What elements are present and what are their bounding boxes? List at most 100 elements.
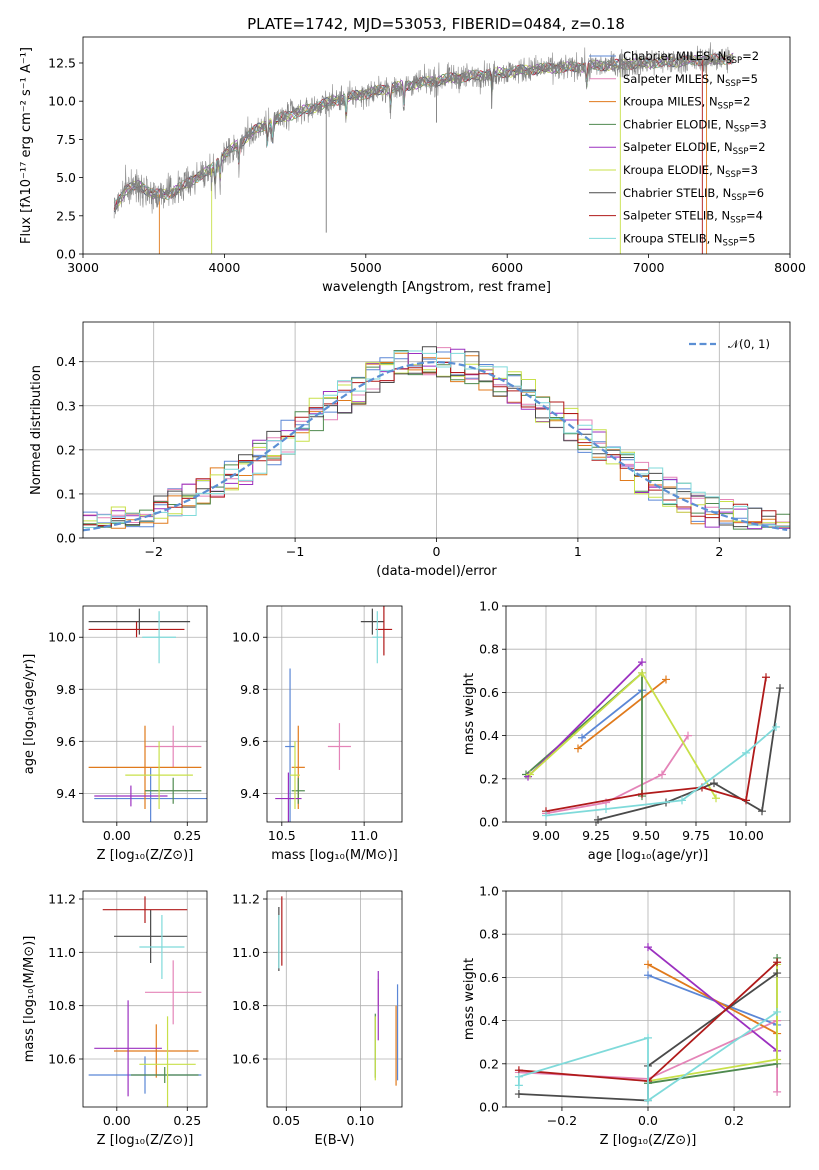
- weight-point-marker: [762, 673, 770, 682]
- x-tick-label: −0.2: [547, 1113, 577, 1128]
- y-tick-label: 0.4: [56, 354, 76, 369]
- weight-vs-Z-axes: −0.2 0.0 0.2 0.0 0.2 0.4 0.6 0.8 1.0 Z [log₁₀(Z/Z…: [462, 884, 791, 1148]
- weight-point-marker: [772, 722, 780, 731]
- x-tick-label: 9.75: [682, 828, 710, 843]
- weight-point-marker: [742, 796, 750, 805]
- figure-title: PLATE=1742, MJD=53053, FIBERID=0484, z=0…: [247, 15, 625, 33]
- weight-point-marker: [638, 789, 646, 798]
- y-tick-label: 9.6: [240, 734, 260, 749]
- y-axis-label: mass [log₁₀(M/M⊙)]: [22, 936, 37, 1063]
- axes-frame: [505, 605, 791, 823]
- weight-series-line: [581, 689, 643, 739]
- x-tick-label: 0.25: [173, 828, 201, 843]
- y-tick-label: 11.0: [232, 945, 260, 960]
- x-tick-label: 9.00: [532, 828, 560, 843]
- x-tick-label: 2: [715, 544, 723, 559]
- spectrum-axes: 3000 4000 5000 6000 7000 8000 0.0 2.5 5.0 7.5 10.0…: [19, 36, 806, 295]
- y-tick-label: 10.8: [48, 998, 76, 1013]
- y-tick-label: 10.0: [48, 94, 76, 109]
- legend-entry: 𝒩(0, 1): [728, 337, 770, 351]
- x-axis-label: mass [log₁₀(M/M⊙)]: [271, 848, 398, 863]
- x-tick-label: 0.00: [103, 828, 131, 843]
- weight-point-marker: [710, 779, 718, 788]
- axes-frame: [82, 36, 791, 255]
- x-tick-label: 8000: [774, 260, 806, 275]
- y-tick-label: 9.4: [56, 786, 76, 801]
- y-tick-label: 0.4: [479, 728, 499, 743]
- weight-point-marker: [644, 960, 652, 969]
- weight-point-marker: [658, 770, 666, 779]
- y-tick-label: 0.8: [479, 642, 499, 657]
- legend-entry: Kroupa STELIB, NSSP=5: [623, 231, 755, 248]
- legend-entry: Salpeter ELODIE, NSSP=2: [623, 140, 766, 157]
- weight-point-marker: [644, 943, 652, 952]
- y-tick-label: 5.0: [56, 170, 76, 185]
- x-tick-label: 5000: [350, 260, 382, 275]
- y-tick-label: 11.0: [48, 945, 76, 960]
- y-tick-label: 0.6: [479, 685, 499, 700]
- weight-point-marker: [662, 675, 670, 684]
- model-spectrum-line: [113, 53, 734, 205]
- y-axis-label: mass weight: [462, 958, 477, 1040]
- y-tick-label: 2.5: [56, 208, 76, 223]
- weight-series-line: [545, 726, 777, 817]
- x-tick-label: 4000: [208, 260, 240, 275]
- y-axis-label: mass weight: [462, 673, 477, 755]
- weight-point-marker: [742, 748, 750, 757]
- weight-series-line: [647, 946, 778, 1052]
- weight-point-marker: [594, 815, 602, 824]
- y-tick-label: 0.0: [56, 531, 76, 546]
- axes-frame: [505, 890, 791, 1108]
- axes-frame: [82, 605, 208, 823]
- y-tick-label: 10.6: [232, 1052, 260, 1067]
- x-axis-label: Z [log₁₀(Z/Z⊙)]: [600, 1133, 697, 1148]
- weight-point-marker: [644, 971, 652, 980]
- y-tick-label: 0.8: [479, 927, 499, 942]
- mass-vs-Z-axes: 0.00 0.25 10.6 10.8 11.0 11.2 Z [log₁₀(Z/Z⊙)] m…: [22, 890, 208, 1148]
- y-tick-label: 0.2: [479, 1056, 499, 1071]
- legend-entry: Chabrier ELODIE, NSSP=3: [623, 117, 767, 134]
- weight-point-marker: [773, 1055, 782, 1064]
- weight-point-marker: [758, 807, 766, 816]
- axes-frame: [82, 321, 791, 539]
- x-axis-label: wavelength [Angstrom, rest frame]: [322, 280, 551, 295]
- weight-point-marker: [644, 1033, 652, 1042]
- y-tick-label: 11.2: [232, 892, 260, 907]
- y-axis-label: Flux [fλ10⁻¹⁷ erg cm⁻² s⁻¹ A⁻¹]: [19, 47, 34, 244]
- x-axis-label: Z [log₁₀(Z/Z⊙)]: [97, 1133, 194, 1148]
- mass-vs-EBV-axes: 0.05 0.10 10.6 10.8 11.0 11.2 E(B-V): [232, 890, 403, 1148]
- weight-point-marker: [574, 744, 582, 753]
- y-axis-label: Normed distribution: [29, 365, 44, 495]
- legend-entry: Salpeter STELIB, NSSP=4: [623, 209, 763, 226]
- y-tick-label: 9.4: [240, 786, 260, 801]
- age-vs-mass-axes: 10.5 11.0 9.4 9.6 9.8 10.0 mass [log₁₀(M/M⊙)]: [232, 605, 403, 863]
- weight-series-line: [527, 661, 643, 778]
- legend-entry: Salpeter MILES, NSSP=5: [623, 72, 758, 89]
- legend-entry: Chabrier STELIB, NSSP=6: [623, 186, 764, 203]
- x-axis-label: Z [log₁₀(Z/Z⊙)]: [97, 848, 194, 863]
- weight-point-marker: [684, 731, 692, 740]
- y-tick-label: 1.0: [479, 599, 499, 614]
- y-tick-label: 9.8: [56, 682, 76, 697]
- axes-frame: [266, 890, 403, 1108]
- legend-entry: Kroupa ELODIE, NSSP=3: [623, 163, 758, 180]
- x-tick-label: 10.00: [728, 828, 764, 843]
- y-axis-label: age [log₁₀(age/yr)]: [22, 654, 37, 775]
- x-tick-label: 9.25: [582, 828, 610, 843]
- y-tick-label: 10.8: [232, 998, 260, 1013]
- x-tick-label: −2: [144, 544, 162, 559]
- weight-point-marker: [514, 1081, 523, 1090]
- y-tick-label: 9.6: [56, 734, 76, 749]
- axes-frame: [266, 605, 403, 823]
- y-tick-label: 0.2: [56, 442, 76, 457]
- y-tick-label: 12.5: [48, 55, 76, 70]
- weight-point-marker: [638, 658, 646, 667]
- y-tick-label: 0.0: [56, 247, 76, 262]
- y-tick-label: 1.0: [479, 884, 499, 899]
- weight-point-marker: [773, 1087, 782, 1096]
- x-tick-label: 0.25: [173, 1113, 201, 1128]
- weight-point-marker: [773, 1007, 782, 1016]
- weight-vs-age-axes: 9.00 9.25 9.50 9.75 10.00 0.0 0.2 0.4 0.6 0.8 1.0 a…: [462, 599, 791, 863]
- x-axis-label: (data-model)/error: [376, 564, 497, 579]
